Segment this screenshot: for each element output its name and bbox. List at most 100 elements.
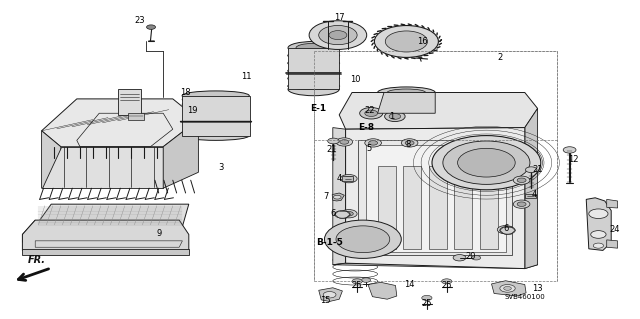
Circle shape (333, 195, 341, 199)
Bar (314, 51, 557, 281)
Text: 10: 10 (350, 75, 360, 84)
Circle shape (340, 174, 357, 183)
Polygon shape (346, 128, 525, 269)
Circle shape (340, 140, 349, 144)
Circle shape (517, 202, 526, 206)
Circle shape (497, 226, 514, 234)
Text: 18: 18 (180, 88, 191, 97)
Polygon shape (22, 249, 189, 255)
Text: 21: 21 (532, 165, 543, 174)
Polygon shape (366, 145, 506, 252)
Polygon shape (454, 166, 472, 249)
Text: B-1-5: B-1-5 (316, 238, 343, 247)
Text: 5: 5 (366, 144, 371, 153)
Circle shape (405, 141, 414, 145)
Circle shape (504, 286, 511, 290)
Ellipse shape (288, 41, 339, 54)
Text: 25: 25 (442, 281, 452, 290)
Polygon shape (182, 96, 250, 136)
Polygon shape (378, 93, 435, 113)
Circle shape (432, 136, 541, 190)
Text: 4: 4 (532, 190, 537, 199)
Circle shape (362, 278, 371, 282)
Text: 25: 25 (422, 299, 432, 308)
Text: 16: 16 (417, 37, 428, 46)
Polygon shape (319, 288, 342, 301)
Text: FR.: FR. (28, 255, 46, 265)
Polygon shape (342, 176, 353, 181)
Circle shape (319, 26, 357, 45)
Polygon shape (607, 199, 618, 208)
Circle shape (365, 139, 381, 147)
Text: 12: 12 (568, 155, 579, 164)
Circle shape (443, 141, 530, 184)
Circle shape (336, 138, 353, 146)
Circle shape (374, 26, 438, 57)
Circle shape (500, 226, 515, 234)
Text: 8: 8 (406, 140, 411, 149)
Polygon shape (586, 198, 611, 250)
Circle shape (422, 295, 432, 300)
Text: 24: 24 (609, 225, 620, 234)
Circle shape (472, 256, 481, 260)
Circle shape (513, 176, 530, 184)
Text: 15: 15 (320, 296, 330, 305)
Polygon shape (35, 204, 189, 226)
Polygon shape (118, 89, 141, 115)
Circle shape (591, 231, 606, 238)
Circle shape (360, 108, 383, 119)
Circle shape (329, 31, 347, 40)
Ellipse shape (378, 108, 435, 119)
Circle shape (458, 148, 515, 177)
Circle shape (369, 141, 378, 145)
Ellipse shape (288, 83, 339, 96)
Text: 21: 21 (326, 145, 337, 154)
Polygon shape (42, 131, 61, 188)
Text: E-8: E-8 (358, 123, 374, 132)
Text: E-1: E-1 (310, 104, 326, 113)
Circle shape (500, 285, 515, 292)
Text: 14: 14 (404, 280, 415, 289)
Text: 1: 1 (389, 112, 394, 121)
Circle shape (385, 111, 405, 122)
Text: 13: 13 (532, 284, 543, 293)
Ellipse shape (387, 89, 426, 96)
Text: 4: 4 (337, 174, 342, 183)
Polygon shape (403, 166, 421, 249)
Circle shape (352, 279, 362, 284)
Circle shape (389, 114, 401, 119)
Text: 7: 7 (324, 192, 329, 201)
Circle shape (453, 255, 466, 261)
Text: SVB460100: SVB460100 (504, 294, 545, 300)
Circle shape (323, 292, 336, 298)
Text: 20: 20 (465, 252, 476, 261)
Polygon shape (163, 120, 198, 188)
Polygon shape (128, 113, 144, 120)
Ellipse shape (296, 43, 332, 52)
Polygon shape (22, 220, 35, 242)
Text: 2: 2 (498, 53, 503, 62)
Ellipse shape (182, 91, 250, 100)
Circle shape (328, 138, 339, 144)
Circle shape (324, 220, 401, 258)
Circle shape (401, 139, 418, 147)
Text: 9: 9 (156, 229, 161, 238)
Polygon shape (607, 240, 618, 248)
Circle shape (442, 279, 452, 284)
Circle shape (589, 209, 608, 219)
Circle shape (513, 200, 530, 208)
Polygon shape (429, 166, 447, 249)
Circle shape (340, 210, 357, 218)
Circle shape (309, 21, 367, 49)
Polygon shape (42, 99, 198, 147)
Circle shape (335, 211, 350, 218)
Circle shape (563, 147, 576, 153)
Circle shape (501, 227, 510, 232)
Text: 3: 3 (218, 163, 223, 172)
Circle shape (365, 110, 378, 116)
Text: 25: 25 (352, 281, 362, 290)
Polygon shape (288, 48, 339, 89)
Circle shape (344, 211, 353, 216)
Polygon shape (492, 281, 526, 296)
Polygon shape (368, 282, 397, 299)
